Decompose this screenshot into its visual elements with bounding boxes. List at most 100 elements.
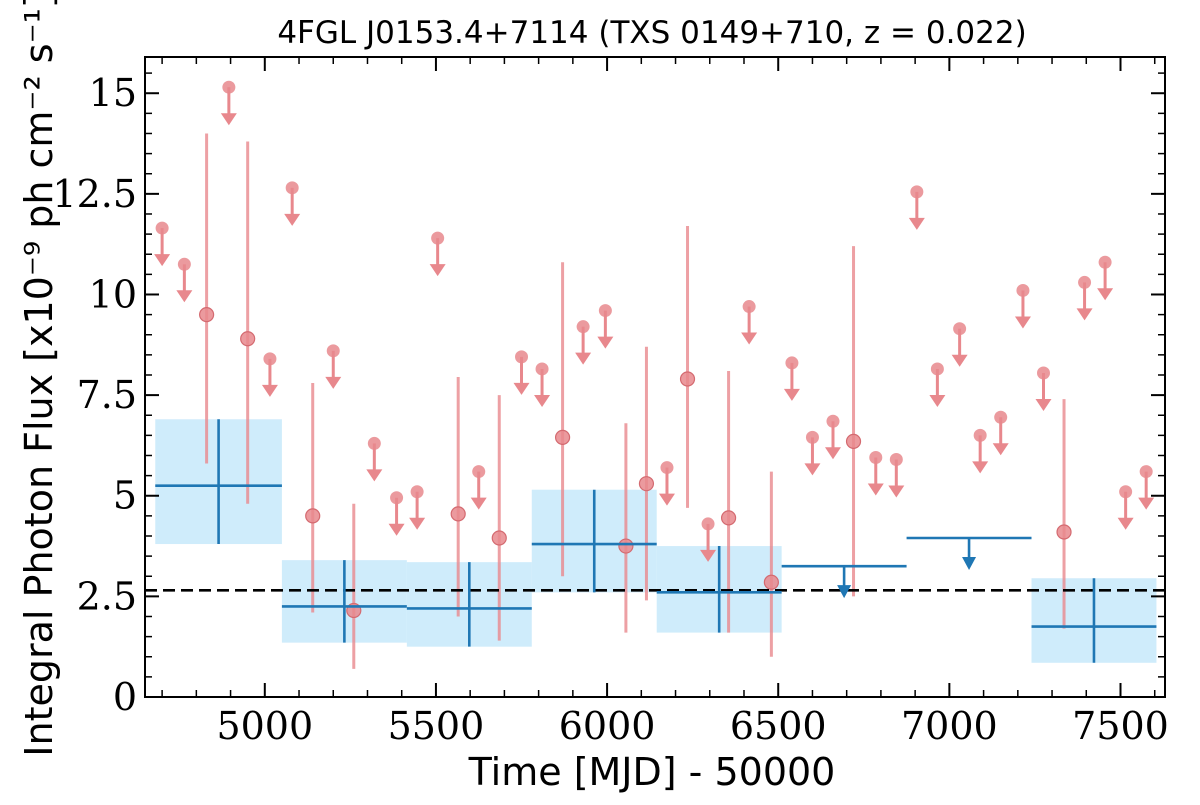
short-bin-upper-limit-point	[742, 300, 756, 314]
short-bin-upper-limit-point	[1119, 485, 1133, 499]
short-bin-series	[154, 80, 1155, 669]
short-bin-upper-limit-point	[1016, 283, 1030, 297]
y-tick-label: 15	[89, 71, 137, 115]
upper-limit-arrow	[388, 523, 405, 536]
upper-limit-arrow	[429, 264, 446, 277]
short-bin-upper-limit-point	[660, 461, 674, 475]
short-bin-point	[554, 429, 571, 445]
short-bin-upper-limit-point	[222, 80, 236, 94]
short-bin-point	[638, 476, 655, 492]
long-bin-series	[155, 419, 1157, 663]
short-bin-upper-limit-point	[805, 430, 819, 444]
short-bin-point	[450, 506, 466, 522]
upper-limit-arrow	[409, 517, 426, 530]
upper-limit-arrow	[929, 394, 946, 407]
x-tick-label: 7000	[901, 704, 998, 748]
upper-limit-arrow	[154, 254, 171, 267]
short-bin-upper-limit-point	[973, 428, 987, 442]
short-bin-upper-limit-point	[263, 352, 277, 366]
upper-limit-arrow	[908, 217, 925, 230]
short-bin-upper-limit-point	[431, 231, 445, 245]
long-bin-upper-limit-arrow	[837, 585, 852, 599]
upper-limit-arrow	[1076, 308, 1093, 321]
short-bin-point	[305, 508, 321, 524]
chart-title: 4FGL J0153.4+7114 (TXS 0149+710, z = 0.0…	[277, 15, 1026, 51]
short-bin-upper-limit-point	[367, 436, 381, 450]
short-bin-upper-limit-point	[1098, 255, 1112, 269]
x-tick-label: 7500	[1072, 704, 1169, 748]
upper-limit-arrow	[824, 447, 841, 460]
short-bin-upper-limit-point	[701, 517, 715, 531]
upper-limit-arrow	[1035, 398, 1052, 411]
long-bin-bands	[155, 419, 1157, 663]
upper-limit-arrow	[284, 213, 301, 226]
upper-limit-arrow	[867, 483, 884, 496]
upper-limit-arrow	[470, 497, 487, 510]
short-bin-point	[720, 510, 737, 526]
short-bin-upper-limit-point	[472, 465, 486, 479]
upper-limit-arrow	[1117, 517, 1134, 530]
plot-frame	[144, 56, 1166, 698]
upper-limit-arrow	[1097, 288, 1114, 301]
upper-limit-arrow	[700, 549, 717, 562]
short-bin-upper-limit-point	[177, 257, 191, 271]
x-tick-label: 5000	[216, 704, 313, 748]
short-bin-upper-limit-point	[598, 304, 612, 318]
short-bin-point	[240, 331, 256, 347]
upper-limit-arrow	[597, 336, 614, 349]
short-bin-upper-limit-point	[826, 414, 840, 428]
x-tick-label: 6500	[730, 704, 827, 748]
upper-limit-arrow	[513, 382, 530, 395]
short-bin-upper-limit-point	[953, 322, 967, 336]
upper-limit-arrow	[534, 394, 551, 407]
upper-limit-arrow	[951, 354, 968, 367]
short-bin-upper-limit-point	[889, 453, 903, 467]
upper-limit-arrow	[972, 461, 989, 474]
short-bin-upper-limit-point	[326, 344, 340, 358]
upper-limit-arrow	[176, 290, 193, 303]
short-bin-upper-limit-point	[1139, 465, 1153, 479]
short-bin-upper-limit-point	[1078, 275, 1092, 289]
short-bin-point	[491, 530, 507, 546]
x-axis-label: Time [MJD] - 50000	[468, 750, 836, 794]
upper-limit-arrow	[888, 485, 905, 498]
short-bin-upper-limit-point	[1036, 366, 1050, 380]
short-bin-upper-limit-point	[994, 410, 1008, 424]
short-bin-upper-limit-point	[869, 451, 883, 465]
short-bin-upper-limit-point	[285, 181, 299, 195]
short-bin-point	[763, 574, 779, 590]
upper-limit-arrow	[366, 469, 383, 482]
short-bin-point	[679, 371, 696, 387]
upper-limit-arrow	[261, 384, 278, 397]
axes: 5000 5500 6000 6500 7000 7500 0 2.5 5 7.5 10 12.5 15	[52, 56, 1169, 748]
upper-limit-arrow	[1138, 497, 1155, 510]
short-bin-upper-limit-point	[390, 491, 404, 505]
y-tick-label: 7.5	[77, 373, 137, 417]
upper-limit-arrow	[325, 376, 342, 389]
upper-limit-arrow	[804, 463, 821, 476]
y-tick-label: 10	[89, 272, 137, 316]
y-tick-label: 2.5	[77, 574, 137, 618]
short-bin-upper-limit-point	[910, 185, 924, 199]
long-bin-upper-limit-arrow	[962, 557, 977, 571]
short-bin-point	[618, 538, 634, 554]
upper-limit-arrow	[992, 443, 1009, 456]
short-bin-upper-limit-point	[576, 320, 590, 334]
x-tick-label: 6000	[559, 704, 656, 748]
x-tick-label: 5500	[388, 704, 485, 748]
upper-limit-arrow	[783, 388, 800, 401]
upper-limit-arrow	[658, 493, 675, 506]
upper-limit-arrow	[575, 352, 592, 365]
upper-limit-arrow	[220, 113, 237, 126]
y-axis-label: Integral Photon Flux [x10⁻⁹ ph cm⁻² s⁻¹]	[17, 0, 61, 757]
y-tick-label: 12.5	[52, 172, 137, 216]
short-bin-upper-limit-point	[515, 350, 529, 364]
upper-limit-arrow	[1014, 316, 1031, 329]
short-bin-point	[199, 307, 215, 323]
short-bin-upper-limit-point	[930, 362, 944, 376]
short-bin-upper-limit-point	[535, 362, 549, 376]
y-tick-label: 5	[113, 474, 137, 518]
short-bin-upper-limit-point	[410, 485, 424, 499]
